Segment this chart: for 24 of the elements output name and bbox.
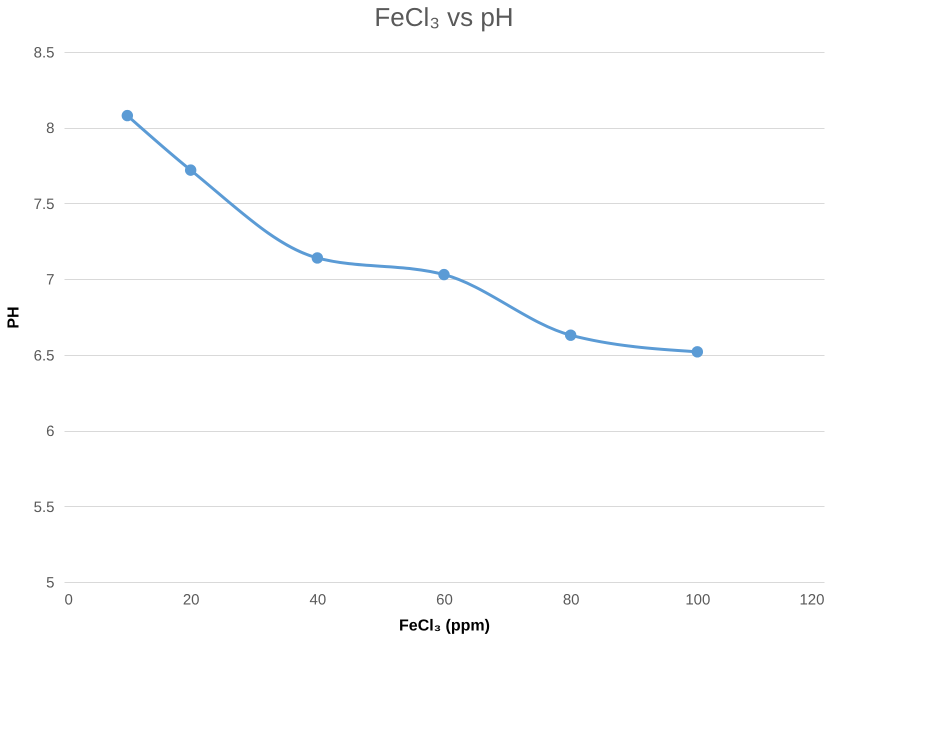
x-tick-label: 80 <box>562 592 580 608</box>
y-tick-label: 5 <box>46 574 54 592</box>
x-axis-title: FeCl₃ (ppm) <box>399 618 490 634</box>
point <box>564 329 576 341</box>
x-tick-label: 120 <box>799 592 824 608</box>
y-tick-label: 8.5 <box>34 44 54 62</box>
x-tick-label: 100 <box>685 592 710 608</box>
x-tick-label: 40 <box>309 592 326 608</box>
point <box>312 252 324 264</box>
point <box>184 164 196 176</box>
y-tick-label: 6.5 <box>34 347 54 364</box>
y-tick-label: 7 <box>46 272 54 289</box>
point <box>692 346 704 358</box>
point <box>122 110 134 122</box>
chart-title: FeCl₃ vs pH <box>374 2 514 32</box>
y-tick-label: 6 <box>46 423 54 440</box>
point <box>438 268 450 280</box>
y-tick-label: 5.5 <box>34 498 54 516</box>
x-tick-label: 0 <box>64 592 73 608</box>
x-tick-label: 60 <box>436 592 453 608</box>
y-tick-label: 7.5 <box>34 196 54 213</box>
y-axis-title: PH <box>6 306 23 329</box>
y-tick-label: 8 <box>46 120 54 138</box>
x-tick-label: 20 <box>182 592 200 608</box>
